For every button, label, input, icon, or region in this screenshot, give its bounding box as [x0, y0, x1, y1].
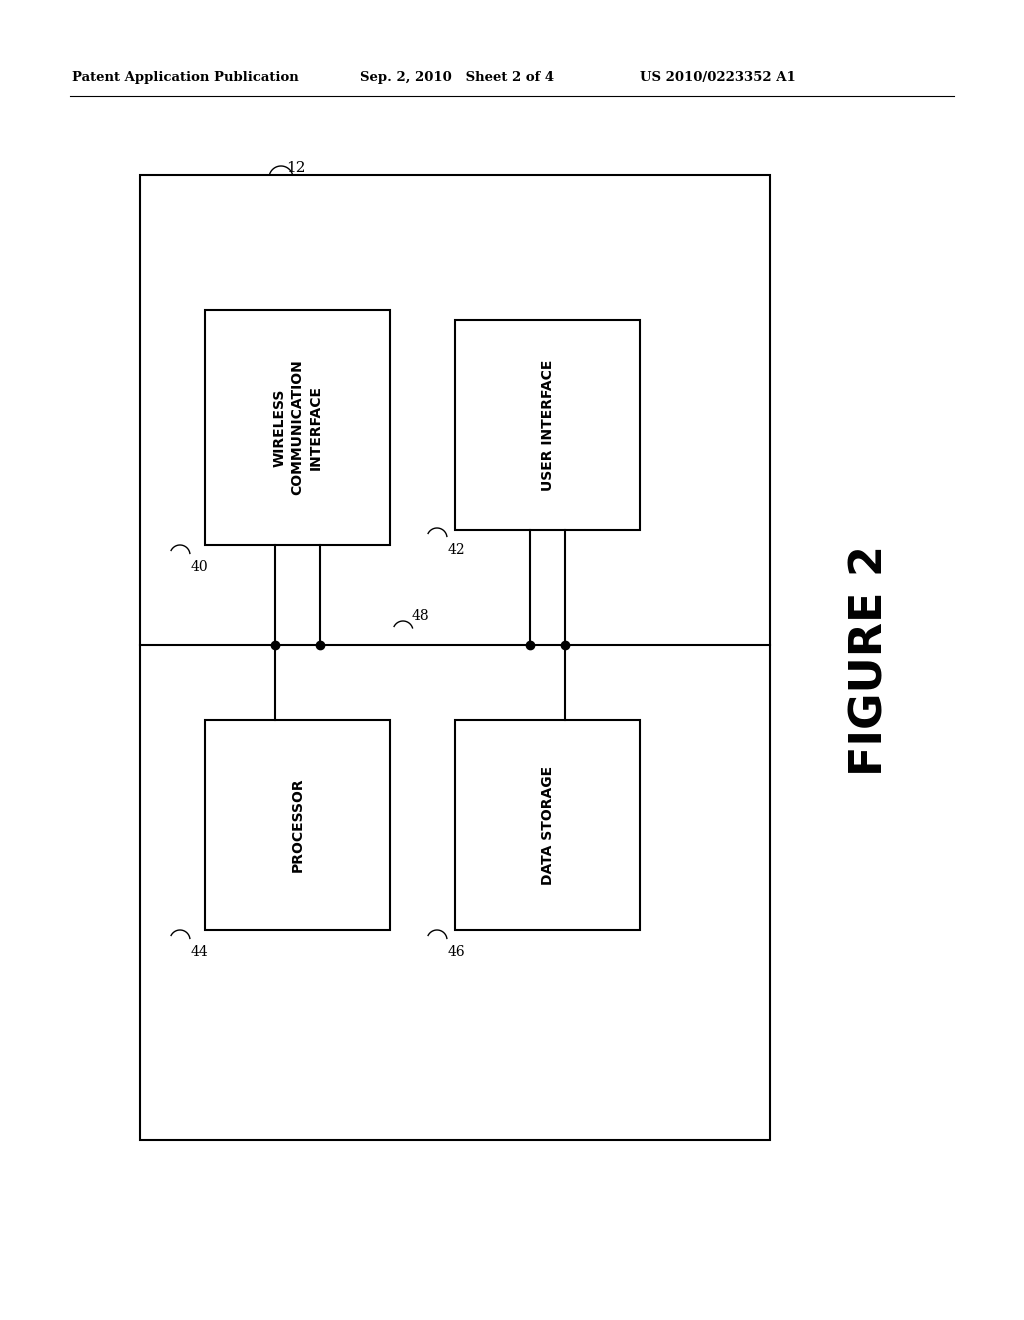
Text: US 2010/0223352 A1: US 2010/0223352 A1	[640, 71, 796, 84]
Text: 46: 46	[449, 945, 466, 960]
Text: 48: 48	[412, 609, 430, 623]
Text: 12: 12	[286, 161, 305, 176]
Bar	[140, 176, 770, 1140]
Text: DATA STORAGE: DATA STORAGE	[541, 766, 555, 884]
Text: FIGURE 2: FIGURE 2	[849, 544, 892, 776]
Text: USER INTERFACE: USER INTERFACE	[541, 359, 555, 491]
Text: PROCESSOR: PROCESSOR	[291, 777, 304, 873]
Bar	[205, 719, 390, 931]
Text: 40: 40	[191, 560, 209, 574]
Text: 44: 44	[191, 945, 209, 960]
Text: Sep. 2, 2010   Sheet 2 of 4: Sep. 2, 2010 Sheet 2 of 4	[360, 71, 554, 84]
Text: Patent Application Publication: Patent Application Publication	[72, 71, 299, 84]
Text: WIRELESS
COMMUNICATION
INTERFACE: WIRELESS COMMUNICATION INTERFACE	[272, 359, 323, 495]
Bar	[455, 319, 640, 531]
Text: 42: 42	[449, 543, 466, 557]
Bar	[455, 719, 640, 931]
Bar	[205, 310, 390, 545]
